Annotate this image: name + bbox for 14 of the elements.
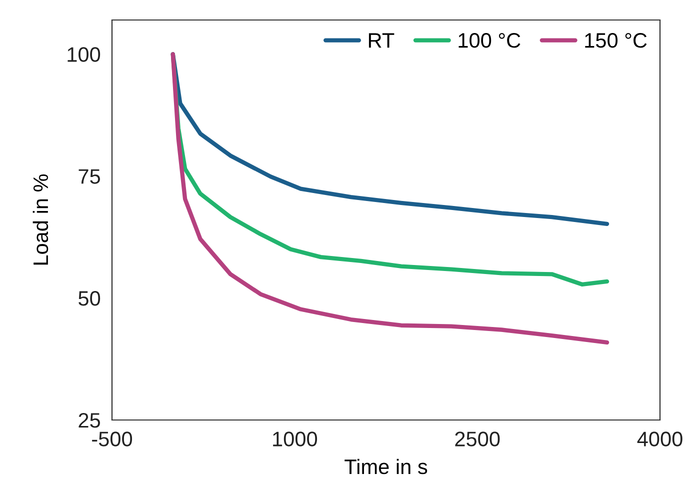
x-tick-label: -500 [92, 432, 132, 446]
y-axis-title: Load in % [32, 174, 48, 265]
y-tick-label: 50 [78, 291, 100, 306]
y-tick-label: 100 [68, 47, 100, 62]
x-tick-label: 2500 [455, 432, 500, 446]
legend-label: 150 °C [585, 33, 647, 48]
y-tick-label: 25 [78, 413, 100, 428]
legend-label: RT [368, 33, 394, 48]
x-tick-label: 1000 [273, 432, 318, 446]
line-series [170, 52, 610, 345]
x-tick-label: 4000 [637, 432, 682, 446]
y-tick-label: 75 [78, 169, 100, 184]
x-axis-title: Time in s [344, 458, 428, 474]
legend-label: 100 °C [458, 33, 520, 48]
